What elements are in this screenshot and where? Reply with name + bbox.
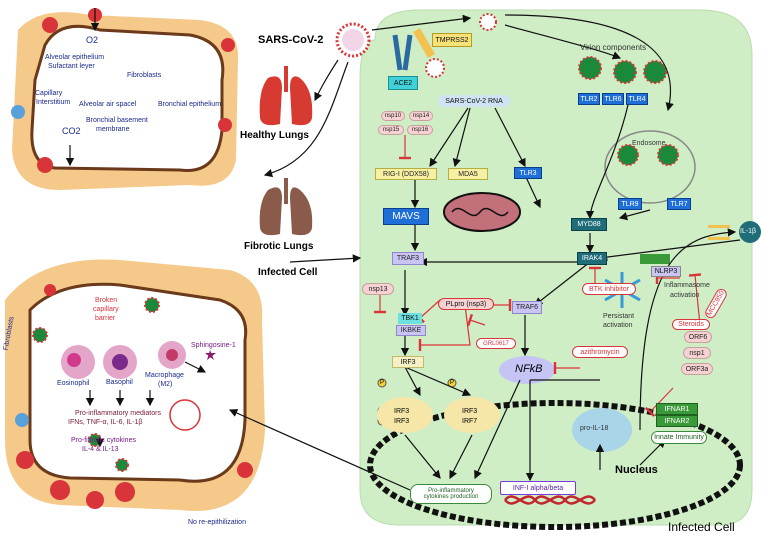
innate-immunity-box: Innate Immunity: [651, 431, 707, 444]
nlrp3-box: NLRP3: [651, 266, 681, 277]
tlr3-box: TLR3: [514, 167, 542, 179]
interstitium-label: Interstitium: [36, 99, 71, 106]
eosinophil-label: Eosinophil: [57, 380, 90, 387]
mediators-label-1: Pro-inflammatory mediators: [75, 410, 161, 417]
surfactant-label: Sufactant leyer: [48, 63, 95, 70]
pro-inflam-box: Pro-inflammatory cytokines production: [410, 484, 492, 504]
persistant-label-1: Persistant: [603, 313, 635, 320]
irak4-box: IRAK4: [577, 252, 607, 265]
healthy-lungs-label: Healthy Lungs: [240, 130, 309, 141]
persistant-label-2: activation: [603, 322, 633, 329]
nfkb-label: NFkB: [515, 363, 543, 375]
grl0617-box: GRL0617: [476, 338, 516, 349]
il1b-receptor: [739, 221, 761, 243]
pro-inflam-line-2: cytokines production: [423, 494, 479, 500]
alveolar-epithelium-label: Alveolar epithelium: [45, 54, 105, 61]
irf-dimer-1: [377, 397, 433, 433]
mda5-box: MDA5: [448, 168, 488, 180]
inflammasome-label-2: activation: [670, 292, 700, 299]
air-space-label: Alveolar air spacel: [79, 101, 137, 108]
endosome-label: Endosome: [632, 140, 666, 147]
traf6-box: TRAF6: [512, 301, 542, 314]
phospho-label-2: P: [450, 380, 455, 386]
fibrotic-label-2: IL-4 & IL-13: [82, 446, 119, 453]
ifnar1-box: IFNAR1: [656, 403, 698, 415]
il1b-label: IL-1β: [740, 228, 757, 235]
mediators-label-2: IFNs, TNF-α, IL-6, IL-1β: [68, 419, 143, 426]
steroids-box: Steroids: [672, 319, 710, 330]
broken-label-2: capillary: [93, 306, 119, 313]
virus-label: SARS-CoV-2: [258, 34, 324, 46]
infected-cell-mid-label: Infected Cell: [258, 267, 318, 278]
no-reepi-label: No re-epithilization: [188, 519, 246, 526]
tmprss2-box: TMPRSS2: [432, 33, 472, 47]
plpro-box: PLpro (nsp3): [438, 298, 494, 310]
tbk1-box: TBK1: [398, 313, 422, 324]
pro-inflam-line-1: Pro-inflammatory: [428, 488, 474, 494]
btk-inhibitor-box: BTK inhibitor: [582, 283, 636, 295]
traf3-box: TRAF3: [392, 252, 424, 265]
co2-label: CO2: [62, 126, 81, 136]
basophil-label: Basophil: [106, 379, 133, 386]
nucleus-label: Nucleus: [615, 464, 658, 476]
infected-cell-membrane: [359, 9, 753, 526]
nsp16-box: nsp16: [407, 125, 433, 135]
nfkb-glow: [499, 356, 555, 384]
bronchial-epithelium-label: Bronchial epithelium: [158, 101, 222, 108]
fibrotic-lungs-label: Fibrotic Lungs: [244, 241, 314, 252]
tlr7-box: TLR7: [667, 198, 691, 210]
nsp14-box: nsp14: [409, 111, 433, 121]
macrophage-label-1: Macrophage: [145, 372, 184, 379]
nsp10-box: nsp10: [381, 111, 405, 121]
inf-box: INF-I alpha/beta: [500, 481, 576, 495]
bronchial-basement-label-2: membrane: [96, 126, 130, 133]
endosome: [604, 130, 696, 204]
pro-il18-label: pro-IL-18: [580, 425, 609, 432]
tlr4-box: TLR4: [626, 93, 648, 105]
azithromycin-box: azithromycin: [572, 346, 628, 358]
nsp1-box: nsp1: [683, 347, 711, 359]
healthy-lungs-icon: [259, 76, 313, 126]
mitochondrion: [443, 192, 521, 232]
fibrotic-label-1: Pro-fibrotic cytokines: [71, 437, 136, 444]
dimer1-top: IRF3: [394, 408, 410, 415]
mavs-box: MAVS: [383, 208, 429, 225]
virion-components-label: Virion components: [580, 43, 647, 52]
dimer2-top: IRF3: [462, 408, 478, 415]
myd88-box: MYD88: [571, 218, 607, 231]
infected-cell-bottom-label: Infected Cell: [668, 520, 735, 534]
sars-rna-label: SARS-CoV-2 RNA: [438, 95, 510, 107]
fibrotic-lungs-icon: [259, 187, 313, 236]
macrophage-label-2: (M2): [158, 381, 173, 388]
orf3a-box: ORF3a: [681, 363, 713, 375]
nsp15-box: nsp15: [378, 125, 404, 135]
tlr6-box: TLR6: [602, 93, 624, 105]
ifnar2-box: IFNAR2: [656, 415, 698, 427]
orf6-box: ORF6: [684, 331, 712, 343]
o2-label: O2: [86, 35, 99, 45]
rigi-box: RIG-I (DDX58): [375, 168, 437, 180]
dimer2-bottom: IRF7: [462, 418, 478, 425]
dimer1-bottom: IRF3: [394, 418, 410, 425]
nucleus-envelope: [367, 400, 743, 530]
pro-il18-glow: [572, 408, 632, 452]
irf-dimer-2: [444, 397, 500, 433]
ace2-receptor: [392, 34, 413, 71]
fibroblasts-top-label: Fibroblasts: [127, 72, 162, 79]
irf3-box: IRF3: [392, 356, 424, 368]
nsp13-box: nsp13: [362, 283, 394, 295]
ikbke-box: IKBKE: [396, 325, 426, 336]
virus-main-icon: [335, 22, 371, 58]
tlr2-box: TLR2: [578, 93, 600, 105]
ace2-box: ACE2: [388, 76, 418, 90]
broken-label-1: Broken: [95, 297, 118, 304]
bronchial-basement-label-1: Bronchial basement: [86, 117, 148, 124]
broken-label-3: barrier: [95, 315, 116, 322]
phospho-label-1: P: [380, 380, 385, 386]
sphingosine-label: Sphingosine-1: [191, 342, 236, 349]
inflammasome-label-1: Inflammasome: [664, 282, 710, 289]
tlr9-box: TLR9: [618, 198, 642, 210]
capillary-label: Capillary: [35, 90, 63, 97]
